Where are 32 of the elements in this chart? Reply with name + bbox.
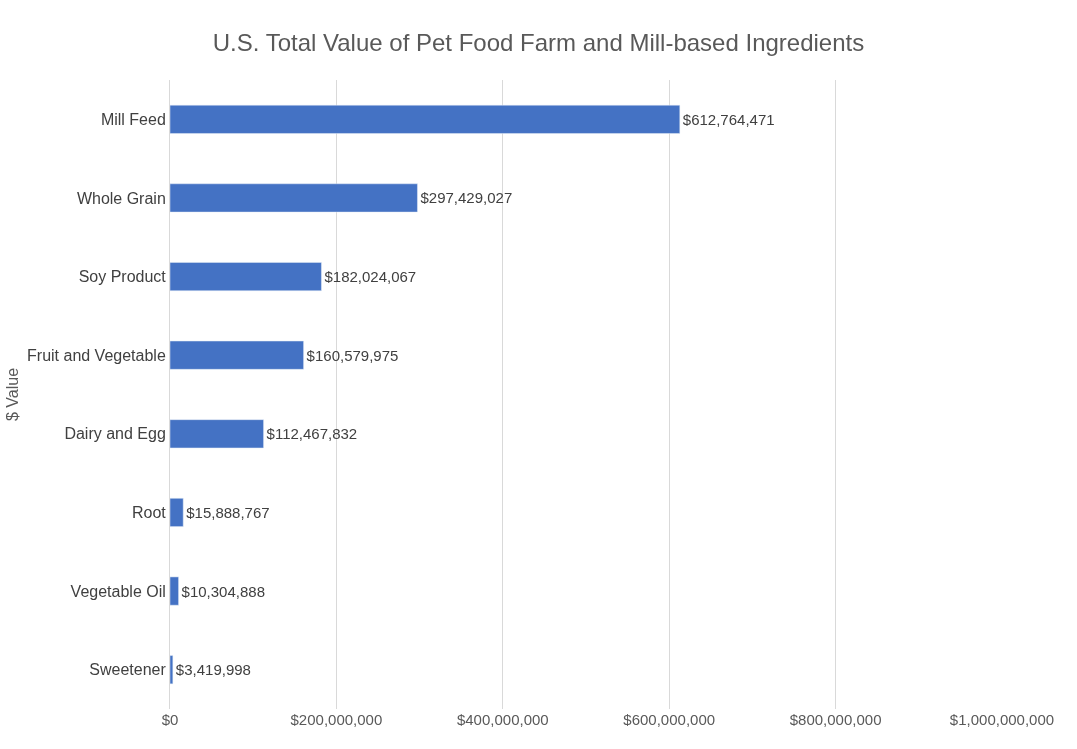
data-label: $160,579,975 xyxy=(306,346,399,364)
data-label: $15,888,767 xyxy=(186,503,270,521)
data-label: $612,764,471 xyxy=(682,110,775,128)
bar xyxy=(170,183,418,213)
data-label: $10,304,888 xyxy=(181,582,265,600)
x-tick-label: $200,000,000 xyxy=(290,711,383,728)
bar xyxy=(170,340,304,370)
y-tick-label: Whole Grain xyxy=(76,189,166,207)
x-tick-label: $400,000,000 xyxy=(456,711,549,728)
bar xyxy=(170,262,322,291)
y-tick-label: Sweetener xyxy=(89,661,167,679)
data-label: $3,419,998 xyxy=(175,661,251,679)
bar xyxy=(170,498,184,527)
y-tick-label: Fruit and Vegetable xyxy=(27,346,166,364)
bar xyxy=(170,104,681,134)
x-tick-label: $600,000,000 xyxy=(623,711,716,728)
y-axis-title: $ Value xyxy=(3,367,21,422)
y-tick-label: Vegetable Oil xyxy=(70,582,166,600)
data-label: $297,429,027 xyxy=(420,189,513,207)
y-tick-label: Root xyxy=(132,504,167,522)
data-label: $182,024,067 xyxy=(324,268,417,286)
bar xyxy=(170,419,264,449)
chart-title: U.S. Total Value of Pet Food Farm and Mill-based Ingredients xyxy=(212,28,865,56)
x-tick-label: $0 xyxy=(161,711,179,728)
y-tick-label: Dairy and Egg xyxy=(64,425,166,443)
data-label: $112,467,832 xyxy=(266,425,358,443)
x-tick-label: $800,000,000 xyxy=(789,711,882,728)
bar xyxy=(170,576,179,606)
y-tick-label: Mill Feed xyxy=(100,110,166,128)
x-tick-label: $1,000,000,000 xyxy=(949,711,1055,728)
y-tick-label: Soy Product xyxy=(78,268,167,286)
bar xyxy=(170,655,174,685)
